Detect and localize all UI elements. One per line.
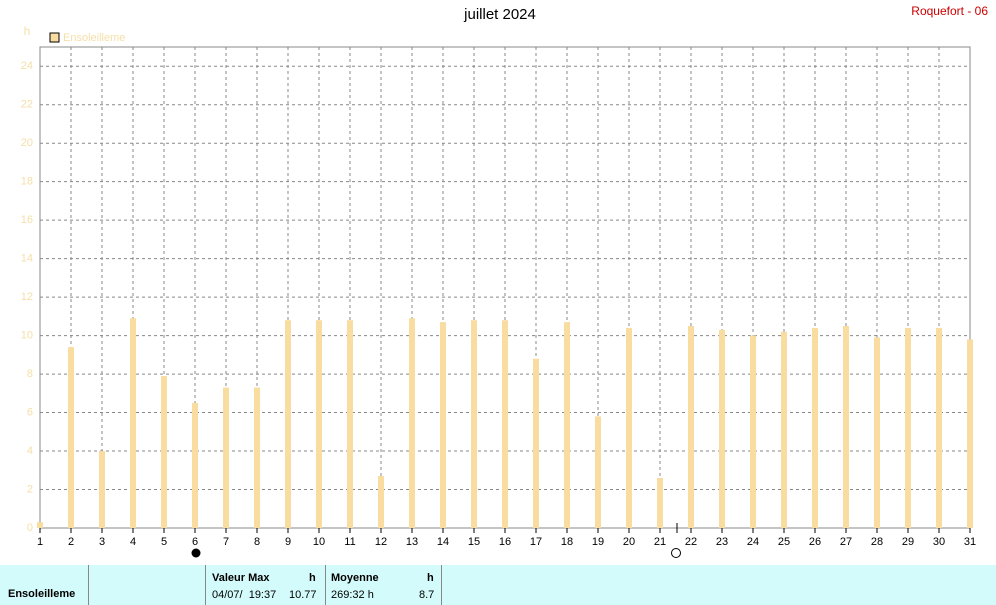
y-tick-label: 24 [21,60,33,72]
chart-title: juillet 2024 [463,6,536,23]
separator [205,565,206,605]
x-tick-label: 29 [902,536,914,548]
x-tick-label: 30 [933,536,945,548]
bar [99,451,105,528]
bar [130,318,136,528]
bar [440,322,446,528]
bar [533,358,539,528]
bar [750,335,756,528]
chart: juillet 2024 Roquefort - 06 h Ensoleille… [21,4,988,558]
y-tick-label: 6 [27,406,33,418]
x-tick-label: 27 [840,536,852,548]
x-tick-label: 15 [468,536,480,548]
max-header: Valeur Max [212,572,270,584]
moon-full [671,548,681,558]
bar [471,320,477,528]
bar [254,387,260,528]
bar [285,320,291,528]
bar [347,320,353,528]
max-value: 10.77 [289,589,317,601]
mean-value: 8.7 [419,589,435,601]
x-tick-label: 7 [223,536,229,548]
x-tick-label: 5 [161,536,167,548]
mean-unit: h [427,572,434,584]
bar [719,329,725,528]
x-tick-label: 14 [437,536,449,548]
bar [192,402,198,528]
y-tick-label: 10 [21,330,33,342]
bar [502,320,508,528]
legend-swatch [49,32,60,43]
bar [223,387,229,528]
row-label: Ensoleilleme [8,588,76,600]
y-unit: h [24,24,31,38]
y-tick-label: 8 [27,368,33,380]
station: Roquefort - 06 [911,4,988,18]
bar [967,339,973,528]
x-tick-label: 16 [499,536,511,548]
x-tick-label: 13 [406,536,418,548]
x-tick-label: 3 [99,536,105,548]
bar [161,376,167,528]
bar [874,337,880,528]
bar [564,322,570,528]
x-tick-label: 28 [871,536,883,548]
bar [378,476,384,528]
x-tick-label: 26 [809,536,821,548]
x-tick-label: 21 [654,536,666,548]
bar [936,327,942,528]
y-tick-label: 12 [21,291,33,303]
moon-new [191,548,201,558]
bar [316,320,322,528]
bar [843,325,849,528]
bar [688,325,694,528]
x-tick-label: 1 [37,536,43,548]
max-unit: h [309,572,316,584]
separator [88,565,89,605]
x-tick-label: 18 [561,536,573,548]
bar [781,331,787,528]
x-tick-label: 6 [192,536,198,548]
x-tick-label: 25 [778,536,790,548]
x-tick-label: 10 [313,536,325,548]
x-tick-label: 12 [375,536,387,548]
x-tick-label: 8 [254,536,260,548]
y-tick-label: 16 [21,214,33,226]
separator [441,565,442,605]
x-tick-label: 19 [592,536,604,548]
x-tick-label: 31 [964,536,976,548]
x-tick-label: 17 [530,536,542,548]
legend-label: Ensoleilleme [63,32,125,44]
x-tick-label: 20 [623,536,635,548]
x-tick-label: 23 [716,536,728,548]
bar [409,318,415,528]
bar [68,347,74,528]
max-date: 04/07/ 19:37 [212,589,277,601]
mean-header: Moyenne [331,572,379,584]
y-tick-label: 20 [21,137,33,149]
y-tick-label: 22 [21,99,33,111]
x-tick-label: 4 [130,536,136,548]
y-tick-label: 2 [27,483,33,495]
bar [905,327,911,528]
bar [37,522,43,528]
x-tick-label: 2 [68,536,74,548]
x-tick-label: 22 [685,536,697,548]
x-tick-label: 11 [344,536,355,548]
y-tick-label: 4 [27,445,33,457]
bar [595,416,601,528]
bar [812,327,818,528]
footer-table: Ensoleilleme Valeur Max h 04/07/ 19:37 1… [0,565,996,605]
x-tick-label: 9 [285,536,291,548]
y-tick-label: 18 [21,176,33,188]
bar [626,327,632,528]
y-tick-label: 14 [21,253,33,265]
separator [325,565,326,605]
x-tick-label: 24 [747,536,759,548]
y-tick-label: 0 [27,522,33,534]
bar [657,477,663,528]
mean-total: 269:32 h [331,589,374,601]
